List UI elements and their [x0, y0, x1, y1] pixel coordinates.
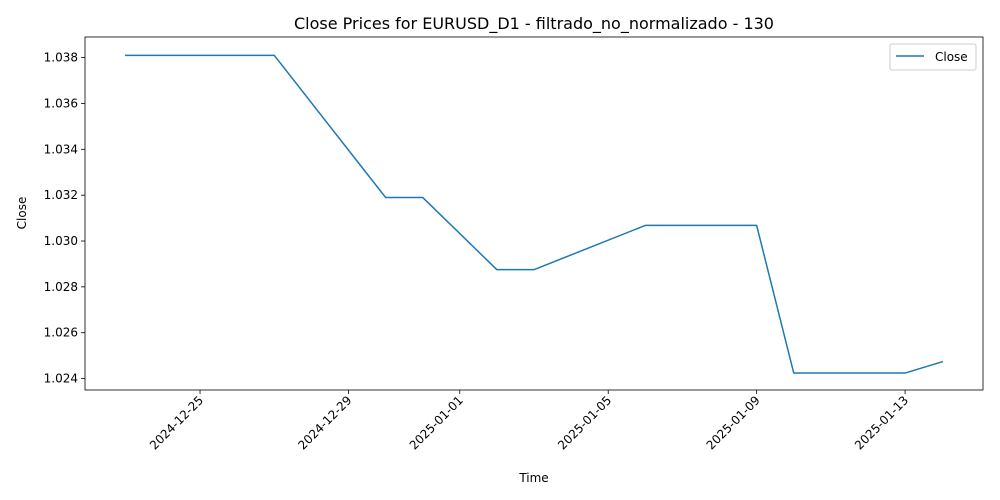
y-tick-label: 1.026 [44, 326, 78, 340]
legend-box [889, 43, 977, 71]
x-tick-label: 2025-01-09 [704, 393, 763, 452]
y-tick-label: 1.028 [44, 280, 78, 294]
y-axis: 1.024 1.026 1.028 1.030 1.032 1.034 1.036 1.038 [44, 51, 85, 386]
x-axis: 2024-12-25 2024-12-29 2025-01-01 2025-01-05… [147, 390, 911, 452]
x-tick-label: 2024-12-29 [295, 393, 354, 452]
y-tick-label: 1.038 [44, 51, 78, 65]
x-tick-label: 2024-12-25 [147, 393, 206, 452]
legend: Close [889, 43, 977, 71]
y-tick-label: 1.036 [44, 96, 78, 110]
x-tick-label: 2025-01-01 [407, 393, 466, 452]
x-tick-label: 2025-01-05 [555, 393, 614, 452]
x-axis-label: Time [518, 471, 548, 485]
legend-label-close: Close [935, 50, 968, 64]
y-axis-label: Close [15, 197, 29, 230]
y-tick-label: 1.024 [44, 372, 78, 386]
y-tick-label: 1.034 [44, 142, 78, 156]
chart-title: Close Prices for EURUSD_D1 - filtrado_no… [294, 14, 774, 34]
x-tick-label: 2025-01-13 [852, 393, 911, 452]
plot-area [84, 36, 984, 391]
y-tick-label: 1.032 [44, 188, 78, 202]
y-tick-label: 1.030 [44, 234, 78, 248]
series-line-close [125, 54, 944, 374]
